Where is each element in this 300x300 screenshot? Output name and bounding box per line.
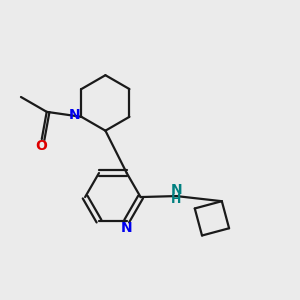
Text: N: N	[69, 108, 81, 122]
Text: O: O	[35, 139, 47, 152]
Text: H: H	[171, 193, 181, 206]
Text: N: N	[121, 220, 133, 235]
Text: N: N	[170, 183, 182, 197]
